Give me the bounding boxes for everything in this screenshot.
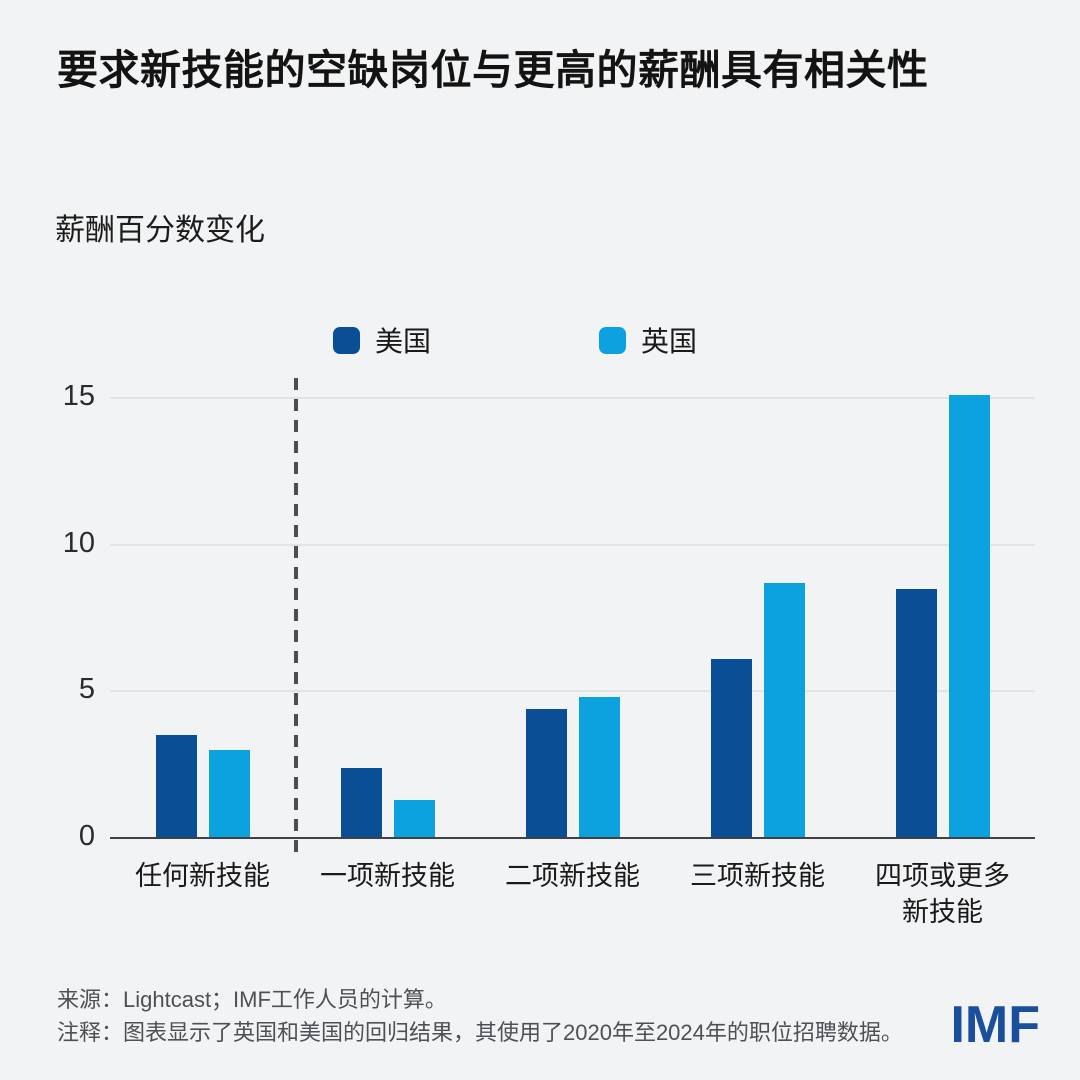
plot-area [110,368,1035,839]
x-label-cell-1: 一项新技能 [295,858,480,931]
bar-美国-0 [155,735,197,838]
x-label-cell-2: 二项新技能 [480,858,665,931]
bar-group-1 [295,368,480,838]
x-label-cell-0: 任何新技能 [110,858,295,931]
gridline-y10 [110,543,1035,546]
legend: 美国 英国 [333,320,697,360]
source-line: 来源：Lightcast；IMF工作人员的计算。 [57,987,447,1012]
x-category-label-2: 二项新技能 [505,861,640,891]
bar-group-3 [665,368,850,838]
bar-英国-2 [578,697,620,838]
dashed-separator-line [294,378,298,858]
y-tick-label-0: 0 [78,820,95,852]
bar-美国-3 [710,659,752,838]
gridline-y5 [110,690,1035,693]
x-label-cell-4: 四项或更多新技能 [850,858,1035,931]
x-category-label-0: 任何新技能 [135,861,270,891]
bar-group-4 [850,368,1035,838]
bar-group-2 [480,368,665,838]
imf-logo: IMF [950,996,1040,1054]
x-category-label-3: 三项新技能 [690,861,825,891]
y-axis-unit-label: 薪酬百分数变化 [55,214,265,247]
y-tick-label-15: 15 [62,380,95,412]
bar-美国-4 [895,588,937,838]
y-tick-label-5: 5 [78,673,95,706]
bar-英国-4 [948,395,990,838]
x-axis-labels: 任何新技能 一项新技能 二项新技能 三项新技能 四项或更多新技能 [110,858,1035,931]
bar-group-0 [110,368,295,838]
legend-item-1: 英国 [599,320,697,360]
bar-英国-1 [393,799,435,838]
note-line: 注释：图表显示了英国和美国的回归结果，其使用了2020年至2024年的职位招聘数… [57,1020,903,1045]
bar-groups [110,368,1035,838]
gridline-y15 [110,397,1035,399]
legend-item-0: 美国 [333,320,431,360]
bar-美国-1 [340,767,382,838]
legend-swatch-icon [599,326,627,354]
x-axis-line [110,837,1035,839]
legend-label: 英国 [641,326,698,357]
chart-title: 要求新技能的空缺岗位与更高的薪酬具有相关性 [57,47,929,93]
legend-swatch-icon [333,326,360,354]
footnote: 来源：Lightcast；IMF工作人员的计算。 注释：图表显示了英国和美国的回… [57,983,937,1049]
y-tick-label-10: 10 [62,526,95,559]
bar-英国-3 [763,582,805,838]
x-category-label-1: 一项新技能 [320,861,455,891]
x-label-cell-3: 三项新技能 [665,858,850,931]
legend-label: 美国 [375,326,432,357]
x-category-label-4: 四项或更多新技能 [875,861,1010,928]
bar-英国-0 [208,750,250,838]
bar-美国-2 [525,708,567,838]
